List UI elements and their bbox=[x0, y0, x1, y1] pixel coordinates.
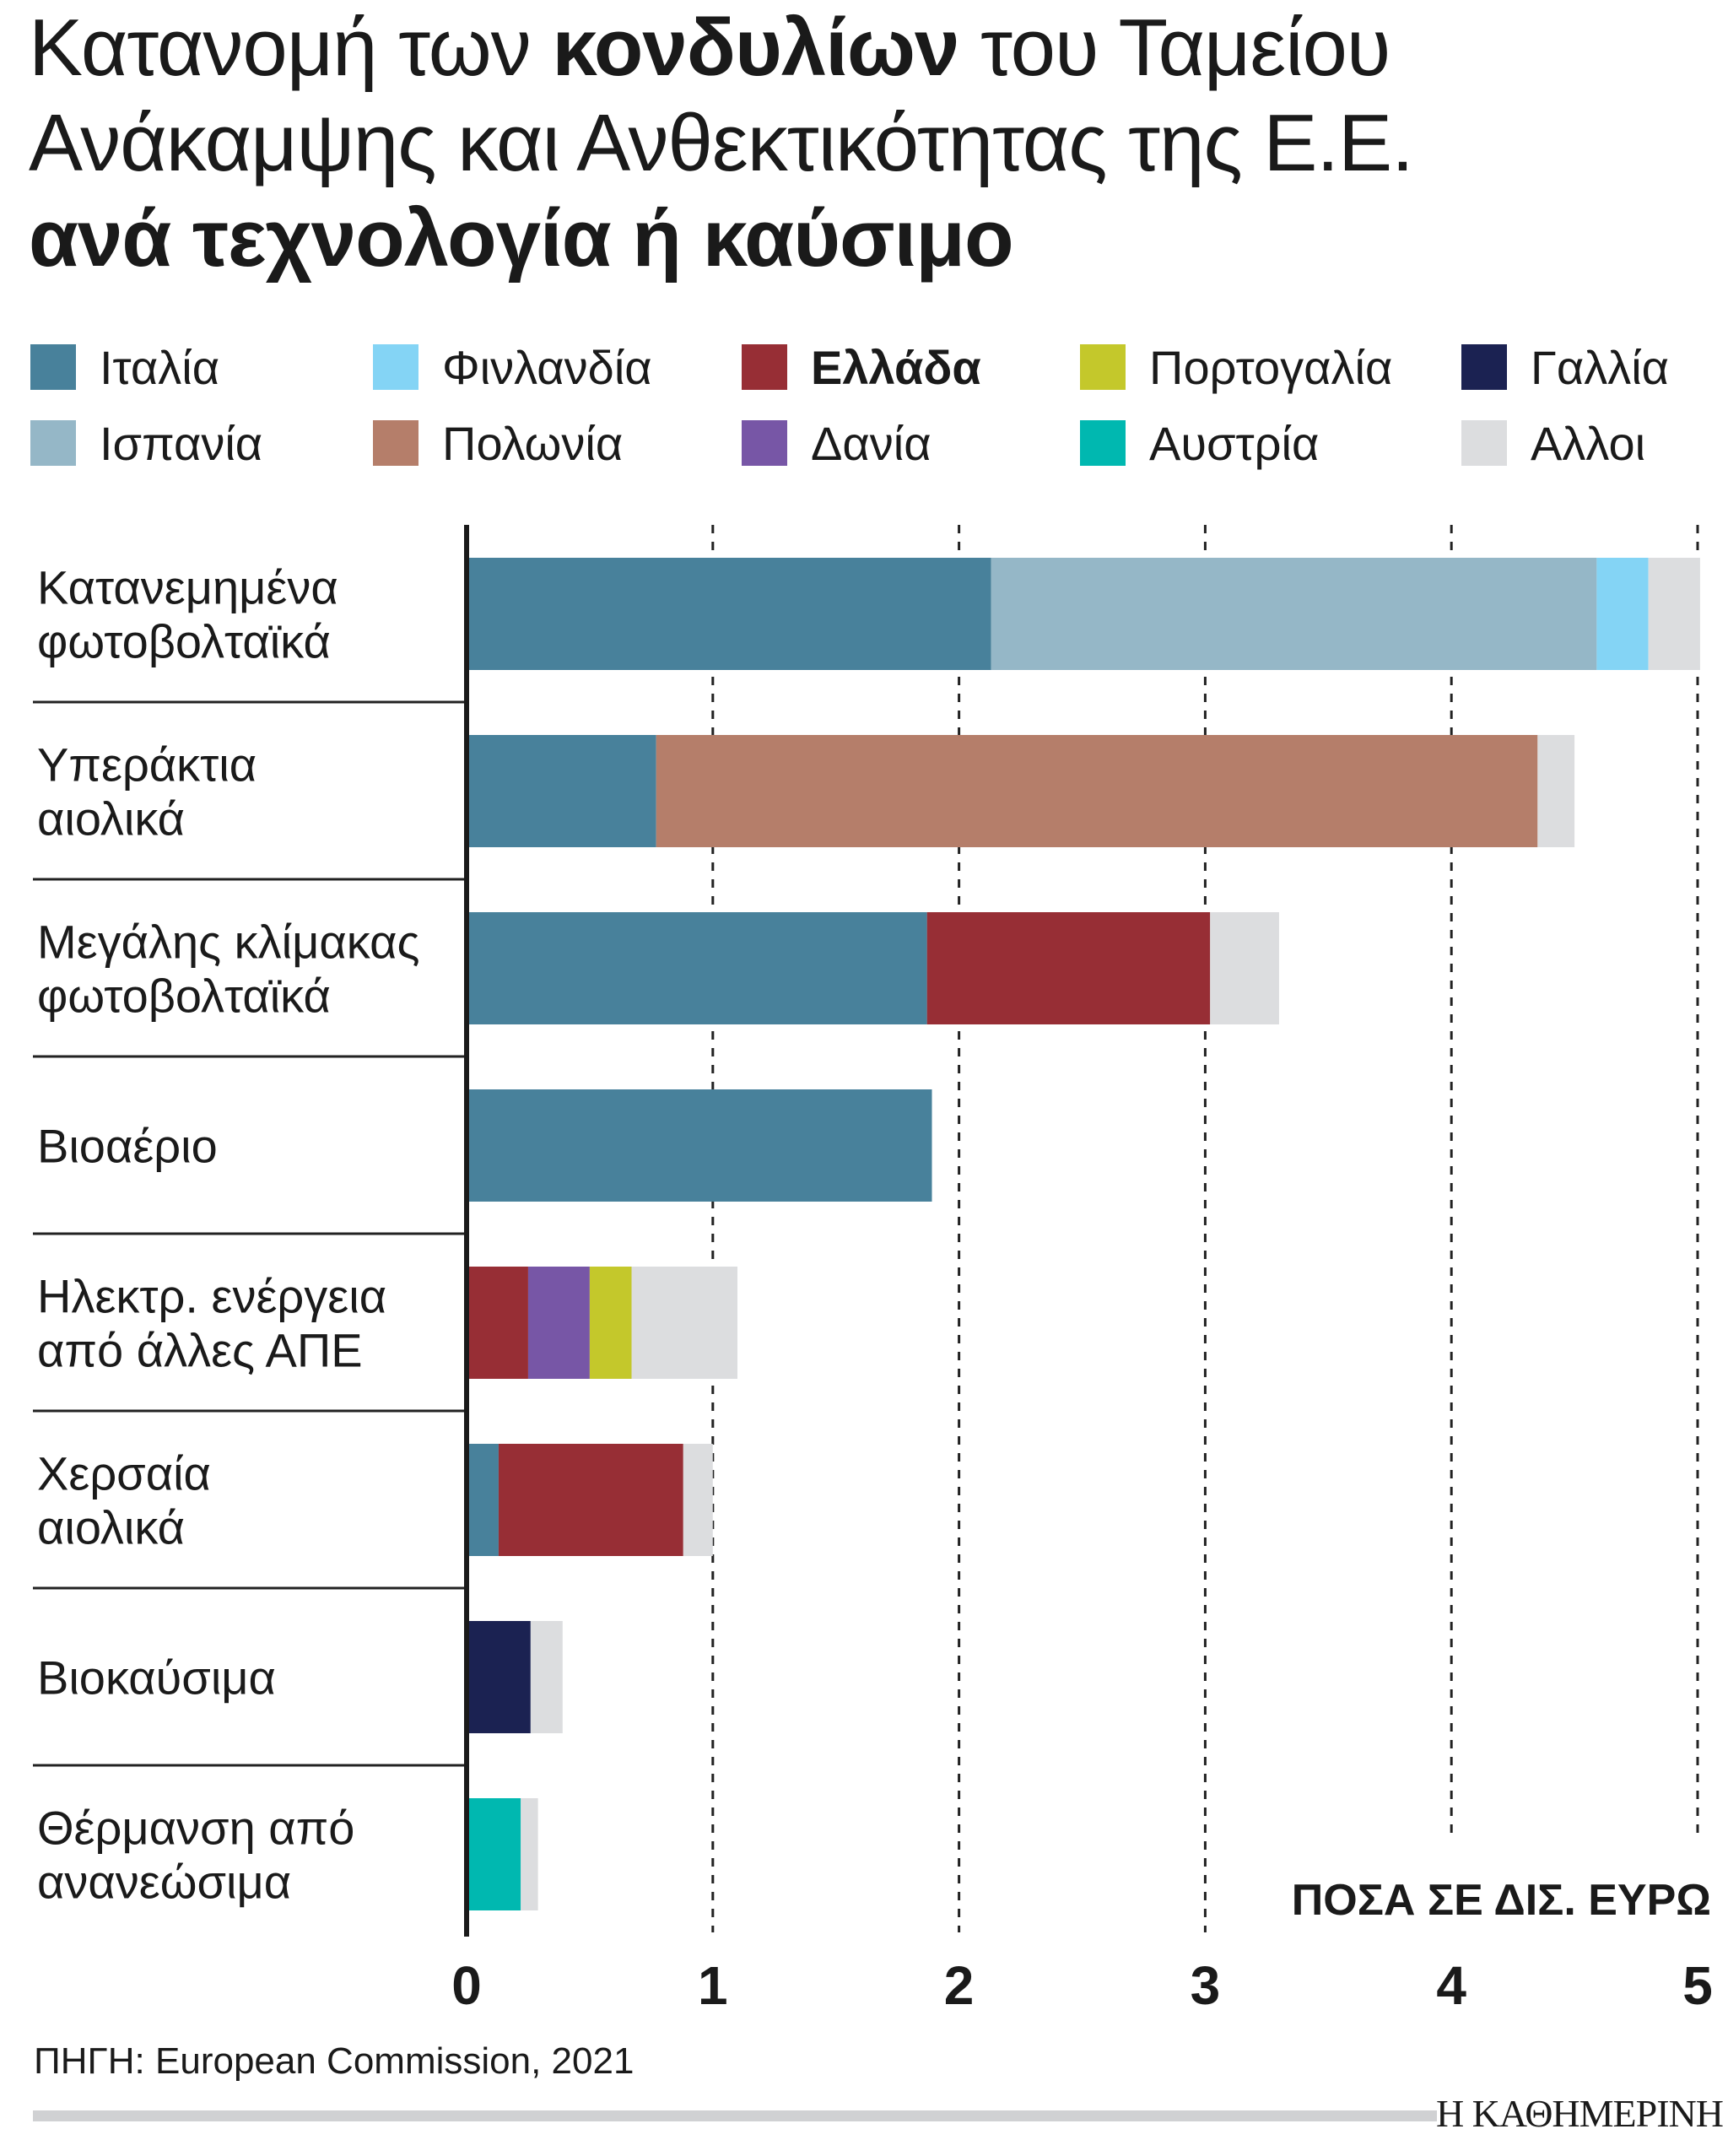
legend-label: Ιταλία bbox=[100, 340, 220, 394]
bar-segment bbox=[1537, 735, 1575, 847]
bar-segment bbox=[991, 558, 1597, 670]
bar-segment bbox=[467, 558, 991, 670]
bar-segment bbox=[683, 1444, 713, 1556]
title-line: Ανάκαμψης και Ανθεκτικότητας της Ε.Ε. bbox=[29, 98, 1414, 188]
title-part: του Ταμείου bbox=[958, 3, 1390, 93]
bar-segment bbox=[498, 1444, 683, 1556]
bar-segment bbox=[467, 735, 656, 847]
legend-label: Φινλανδία bbox=[442, 340, 652, 394]
legend-item: Πολωνία bbox=[373, 416, 624, 470]
legend-item: Ισπανία bbox=[30, 416, 263, 470]
publisher-logo: Η ΚΑΘΗΜΕΡΙΝΗ bbox=[1435, 2092, 1724, 2135]
legend-item: Γαλλία bbox=[1461, 340, 1670, 394]
chart-title: Κατανομή των κονδυλίων του Ταμείου Ανάκα… bbox=[29, 0, 1414, 286]
category-label: φωτοβολταϊκά bbox=[37, 970, 331, 1023]
legend-item: Ιταλία bbox=[30, 340, 220, 394]
x-tick-label: 5 bbox=[1682, 1955, 1713, 2016]
bar-segment bbox=[589, 1267, 632, 1379]
bar-segment bbox=[926, 912, 1211, 1024]
legend-item: Ελλάδα bbox=[742, 340, 981, 394]
legend-item: Δανία bbox=[742, 416, 932, 470]
legend-item: Αλλοι bbox=[1461, 416, 1646, 470]
category-label: Θέρμανση από bbox=[37, 1802, 354, 1855]
legend-swatch bbox=[30, 420, 76, 466]
bar-segment bbox=[1596, 558, 1649, 670]
bar-segment bbox=[467, 912, 927, 1024]
bar-segment bbox=[631, 1267, 737, 1379]
x-tick-label: 1 bbox=[698, 1955, 728, 2016]
legend-label: Ισπανία bbox=[100, 416, 263, 470]
bar-segment bbox=[467, 1621, 531, 1733]
legend-swatch bbox=[30, 344, 76, 390]
legend-item: Αυστρία bbox=[1080, 416, 1320, 470]
legend-swatch bbox=[1461, 344, 1507, 390]
category-label: Υπεράκτια bbox=[37, 738, 256, 792]
legend-label: Αυστρία bbox=[1149, 416, 1320, 470]
category-label: Βιοκαύσιμα bbox=[37, 1651, 276, 1705]
bar-segment bbox=[467, 1444, 499, 1556]
category-label: αιολικά bbox=[37, 792, 185, 846]
legend-label: Ελλάδα bbox=[811, 340, 981, 394]
category-label: αιολικά bbox=[37, 1501, 185, 1554]
legend-label: Αλλοι bbox=[1531, 416, 1646, 470]
x-axis-label: ΠΟΣΑ ΣΕ ΔΙΣ. ΕΥΡΩ bbox=[1291, 1876, 1711, 1925]
title-bold-part: κονδυλίων bbox=[552, 3, 959, 93]
legend-item: Πορτογαλία bbox=[1080, 340, 1393, 394]
category-label: ανανεώσιμα bbox=[37, 1856, 291, 1909]
legend-label: Γαλλία bbox=[1531, 340, 1670, 394]
x-tick-label: 4 bbox=[1436, 1955, 1466, 2016]
category-label: από άλλες ΑΠΕ bbox=[37, 1324, 363, 1377]
x-tick-label: 3 bbox=[1191, 1955, 1221, 2016]
bar-segment bbox=[1210, 912, 1279, 1024]
legend-label: Πολωνία bbox=[442, 416, 624, 470]
legend-swatch bbox=[373, 344, 418, 390]
footer-divider bbox=[33, 2110, 1437, 2121]
category-label: Κατανεμημένα bbox=[37, 561, 338, 614]
bar-segment bbox=[521, 1798, 538, 1910]
legend-swatch bbox=[373, 420, 418, 466]
x-tick-label: 0 bbox=[451, 1955, 482, 2016]
source-note: ΠΗΓΗ: European Commission, 2021 bbox=[34, 2040, 634, 2082]
category-label: Βιοαέριο bbox=[37, 1120, 218, 1173]
title-part: Κατανομή των bbox=[29, 3, 553, 93]
legend-label: Δανία bbox=[811, 416, 932, 470]
legend-swatch bbox=[1461, 420, 1507, 466]
bar-segment bbox=[530, 1621, 563, 1733]
category-label: φωτοβολταϊκά bbox=[37, 615, 331, 668]
bar-segment bbox=[467, 1089, 932, 1202]
x-tick-label: 2 bbox=[944, 1955, 975, 2016]
bar-segment bbox=[467, 1798, 521, 1910]
legend-swatch bbox=[742, 420, 787, 466]
title-bold-line: ανά τεχνολογία ή καύσιμο bbox=[29, 193, 1014, 284]
bar-segment bbox=[656, 735, 1538, 847]
category-label: Ηλεκτρ. ενέργεια bbox=[37, 1270, 386, 1323]
category-label: Χερσαία bbox=[37, 1447, 211, 1500]
bar-segment bbox=[1648, 558, 1700, 670]
legend-swatch bbox=[1080, 420, 1126, 466]
legend-swatch bbox=[742, 344, 787, 390]
bar-segment bbox=[527, 1267, 590, 1379]
category-label: Μεγάλης κλίμακας bbox=[37, 916, 419, 969]
bar-segment bbox=[467, 1267, 528, 1379]
legend-item: Φινλανδία bbox=[373, 340, 652, 394]
legend-label: Πορτογαλία bbox=[1149, 340, 1393, 394]
legend-swatch bbox=[1080, 344, 1126, 390]
